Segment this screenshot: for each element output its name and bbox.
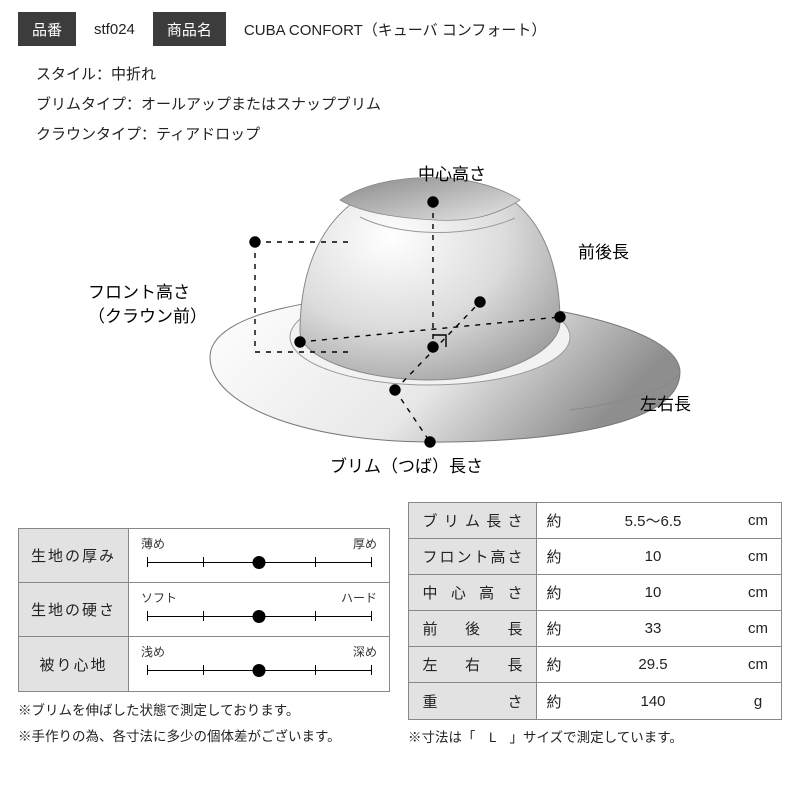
product-code-label: 品番 [18,12,76,46]
slider-end-left: 薄め [141,535,165,552]
label-front-height-2: （クラウン前） [88,302,207,327]
meas-approx: 約 [537,611,571,646]
slider-knob [253,610,266,623]
meas-name: ブリム長さ [409,503,537,538]
meas-name: 前後長 [409,611,537,646]
slider-track [141,608,377,626]
meas-unit: g [735,683,781,719]
note-size: ※寸法は「 L 」サイズで測定しています。 [408,726,782,746]
table-row: フロント高さ約10cm [409,539,781,575]
meas-value: 5.5～6.5 [571,503,735,538]
meas-value: 33 [571,611,735,646]
label-brim-length: ブリム（つば）長さ [330,452,483,477]
slider-body: 薄め 厚め [129,529,389,582]
meas-approx: 約 [537,503,571,538]
label-front-back: 前後長 [578,238,629,263]
meas-value: 10 [571,575,735,610]
meas-approx: 約 [537,683,571,719]
meas-unit: cm [735,647,781,682]
slider-body: ソフト ハード [129,583,389,636]
label-front-height-1: フロント高さ [88,278,190,303]
product-name-value: CUBA CONFORT（キューバ コンフォート） [226,12,564,46]
meas-value: 10 [571,539,735,574]
slider-end-right: 厚め [353,535,377,552]
slider-row: 被り心地浅め 深め [19,637,389,691]
slider-end-right: ハード [341,589,377,606]
measurements-table: ブリム長さ約5.5～6.5cmフロント高さ約10cm中心高さ約10cm前後長約3… [408,502,782,720]
table-row: 左右長約29.5cm [409,647,781,683]
slider-knob [253,556,266,569]
meas-approx: 約 [537,539,571,574]
slider-track [141,662,377,680]
product-code-value: stf024 [76,12,153,46]
slider-end-left: ソフト [141,589,177,606]
slider-row: 生地の硬さソフト ハード [19,583,389,637]
slider-label: 被り心地 [19,637,129,691]
table-row: ブリム長さ約5.5～6.5cm [409,503,781,539]
hat-diagram: 中心高さ 前後長 フロント高さ （クラウン前） 左右長 ブリム（つば）長さ [0,142,800,482]
table-row: 中心高さ約10cm [409,575,781,611]
meas-name: 重さ [409,683,537,719]
slider-knob [253,664,266,677]
slider-label: 生地の硬さ [19,583,129,636]
meas-approx: 約 [537,647,571,682]
meas-unit: cm [735,575,781,610]
note-handmade: ※手作りの為、各寸法に多少の個体差がございます。 [18,724,341,750]
product-name-label: 商品名 [153,12,226,46]
slider-end-right: 深め [353,643,377,660]
attribute-sliders: 生地の厚み薄め 厚め生地の硬さソフト ハード被り心地浅め 深め [18,528,390,692]
slider-track [141,554,377,572]
meas-unit: cm [735,611,781,646]
spec-brim-type: ブリムタイプ：オールアップまたはスナップブリム [36,90,800,120]
slider-end-left: 浅め [141,643,165,660]
slider-label: 生地の厚み [19,529,129,582]
notes-left: ※ブリムを伸ばした状態で測定しております。 ※手作りの為、各寸法に多少の個体差が… [18,698,341,749]
slider-body: 浅め 深め [129,637,389,691]
meas-unit: cm [735,539,781,574]
note-brim-measure: ※ブリムを伸ばした状態で測定しております。 [18,698,341,724]
spec-lines: スタイル：中折れ ブリムタイプ：オールアップまたはスナップブリム クラウンタイプ… [36,60,800,150]
slider-row: 生地の厚み薄め 厚め [19,529,389,583]
meas-unit: cm [735,503,781,538]
meas-value: 140 [571,683,735,719]
label-center-height: 中心高さ [418,160,486,185]
meas-approx: 約 [537,575,571,610]
meas-name: 中心高さ [409,575,537,610]
meas-name: 左右長 [409,647,537,682]
table-row: 重さ約140g [409,683,781,719]
meas-value: 29.5 [571,647,735,682]
table-row: 前後長約33cm [409,611,781,647]
header-bar: 品番 stf024 商品名 CUBA CONFORT（キューバ コンフォート） [18,12,782,46]
label-left-right: 左右長 [640,390,691,415]
notes-right: ※寸法は「 L 」サイズで測定しています。 [408,726,782,746]
meas-name: フロント高さ [409,539,537,574]
spec-style: スタイル：中折れ [36,60,800,90]
